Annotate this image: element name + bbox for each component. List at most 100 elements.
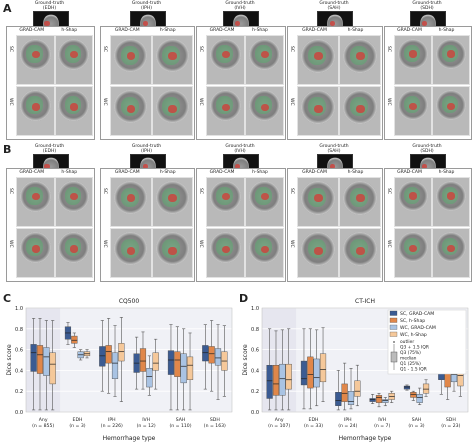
box-sc-grad-cam bbox=[30, 344, 37, 372]
box-wc-grad-cam bbox=[279, 363, 286, 396]
hemorrhage-lesion bbox=[356, 194, 365, 202]
category-label: SDH bbox=[446, 417, 456, 423]
explanation-tile bbox=[245, 35, 284, 85]
legend-key-box bbox=[390, 351, 398, 363]
box-sc-h-shap bbox=[36, 345, 44, 374]
row-label-sc: SC bbox=[386, 46, 391, 52]
hshap-header: h-Shap bbox=[61, 28, 78, 33]
hemorrhage-lesion bbox=[314, 247, 323, 255]
box-wc-h-shap bbox=[152, 352, 159, 371]
explanation-tile bbox=[339, 35, 381, 85]
box-wc-h-shap bbox=[285, 363, 292, 390]
box-wc-grad-cam bbox=[180, 353, 187, 384]
row-label-wc: WC bbox=[198, 98, 203, 106]
explanation-tile bbox=[110, 177, 152, 227]
explanation-tile bbox=[151, 35, 193, 85]
hemorrhage-lesion bbox=[70, 50, 79, 58]
explanation-tile bbox=[394, 86, 432, 136]
explanation-tile bbox=[339, 228, 381, 278]
row-label-sc: SC bbox=[198, 46, 203, 52]
gradcam-header: GRAD-CAM bbox=[19, 170, 45, 175]
y-tick-label: 0.0 bbox=[15, 410, 23, 416]
category-label: IPH bbox=[344, 417, 352, 423]
hshap-header: h-Shap bbox=[159, 28, 176, 33]
hemorrhage-lesion bbox=[126, 246, 136, 255]
explanation-tile bbox=[394, 177, 432, 227]
hshap-header: h-Shap bbox=[347, 28, 364, 33]
legend-key-outlier bbox=[393, 341, 395, 343]
category-count-label: (n = 855) bbox=[32, 423, 54, 429]
category-count-label: (n = 110) bbox=[169, 423, 191, 429]
category-count-label: (n = 226) bbox=[101, 423, 123, 429]
y-axis-label: Dice score bbox=[242, 344, 249, 376]
hemorrhage-lesion bbox=[168, 51, 177, 60]
legend-entry: WC, GRAD-CAM bbox=[400, 325, 436, 331]
hshap-header: h-Shap bbox=[252, 170, 268, 175]
explanation-tile bbox=[16, 86, 55, 136]
row-label-wc: WC bbox=[102, 240, 107, 248]
category-label: Any bbox=[39, 417, 48, 423]
explanation-tile bbox=[394, 228, 432, 278]
hemorrhage-lesion bbox=[260, 245, 269, 254]
hshap-header: h-Shap bbox=[438, 28, 455, 33]
plot-frame bbox=[261, 307, 469, 413]
hemorrhage-lesion bbox=[260, 50, 269, 59]
x-axis-label: Hemorrhage type bbox=[339, 435, 392, 442]
hemorrhage-lesion bbox=[409, 192, 418, 200]
ground-truth-label: Ground-truth (SAH) bbox=[319, 144, 349, 154]
hemorrhage-lesion bbox=[421, 21, 428, 26]
box-sc-h-shap bbox=[71, 335, 78, 344]
category-label: EDH bbox=[309, 417, 319, 423]
box-sc-h-shap bbox=[139, 348, 147, 372]
category-label: IVH bbox=[378, 417, 386, 423]
box-wc-grad-cam bbox=[146, 368, 153, 388]
category-label: IVH bbox=[142, 417, 150, 423]
explanation-tile bbox=[432, 228, 470, 278]
hemorrhage-lesion bbox=[447, 103, 456, 111]
box-sc-h-shap bbox=[174, 351, 181, 377]
box-wc-h-shap bbox=[49, 352, 56, 385]
gradcam-header: GRAD-CAM bbox=[397, 28, 422, 33]
legend-swatch bbox=[389, 324, 398, 330]
box-sc-grad-cam bbox=[266, 364, 273, 399]
hemorrhage-lesion bbox=[31, 50, 40, 58]
hemorrhage-lesion bbox=[221, 245, 230, 254]
explanation-tile bbox=[16, 177, 55, 227]
explanation-tile bbox=[245, 177, 284, 227]
legend-key-label: Q3 (75%) bbox=[400, 350, 421, 356]
legend-box bbox=[387, 309, 467, 375]
box-sc-grad-cam bbox=[300, 360, 308, 386]
hemorrhage-lesion bbox=[314, 105, 323, 113]
plot-frame bbox=[25, 307, 233, 413]
box-sc-h-shap bbox=[272, 364, 280, 396]
row-label-wc: WC bbox=[289, 240, 294, 248]
row-label-sc: SC bbox=[289, 188, 294, 194]
hemorrhage-lesion bbox=[70, 103, 79, 111]
explanation-tile bbox=[151, 86, 193, 136]
row-label-sc: SC bbox=[102, 46, 107, 52]
legend-key-label: Q3 + 1.5 IQR bbox=[400, 345, 429, 351]
box-wc-grad-cam bbox=[347, 390, 355, 405]
explanation-tile bbox=[245, 86, 284, 136]
hemorrhage-lesion bbox=[356, 52, 365, 60]
hemorrhage-lesion bbox=[221, 103, 230, 112]
box-sc-grad-cam bbox=[335, 392, 342, 406]
explanation-tile bbox=[297, 177, 339, 227]
box-wc-grad-cam bbox=[111, 352, 119, 379]
legend-entry: SC, GRAD-CAM bbox=[400, 311, 434, 317]
hshap-header: h-Shap bbox=[347, 170, 364, 175]
gradcam-header: GRAD-CAM bbox=[302, 28, 327, 33]
hemorrhage-lesion bbox=[44, 21, 50, 26]
category-count-label: (n = 7) bbox=[374, 423, 390, 429]
row-label-wc: WC bbox=[386, 240, 391, 248]
hemorrhage-lesion bbox=[447, 245, 456, 253]
explanation-tile bbox=[54, 228, 93, 278]
ground-truth-label: Ground-truth (IVH) bbox=[225, 1, 255, 11]
legend-entry: WC, h-Shap bbox=[400, 332, 427, 338]
y-tick-label: 0.8 bbox=[251, 327, 259, 333]
box-sc-grad-cam bbox=[403, 385, 411, 390]
hemorrhage-lesion bbox=[31, 103, 40, 111]
hemorrhage-lesion bbox=[168, 193, 177, 202]
hemorrhage-lesion bbox=[168, 104, 177, 113]
row-label-wc: WC bbox=[8, 98, 13, 106]
